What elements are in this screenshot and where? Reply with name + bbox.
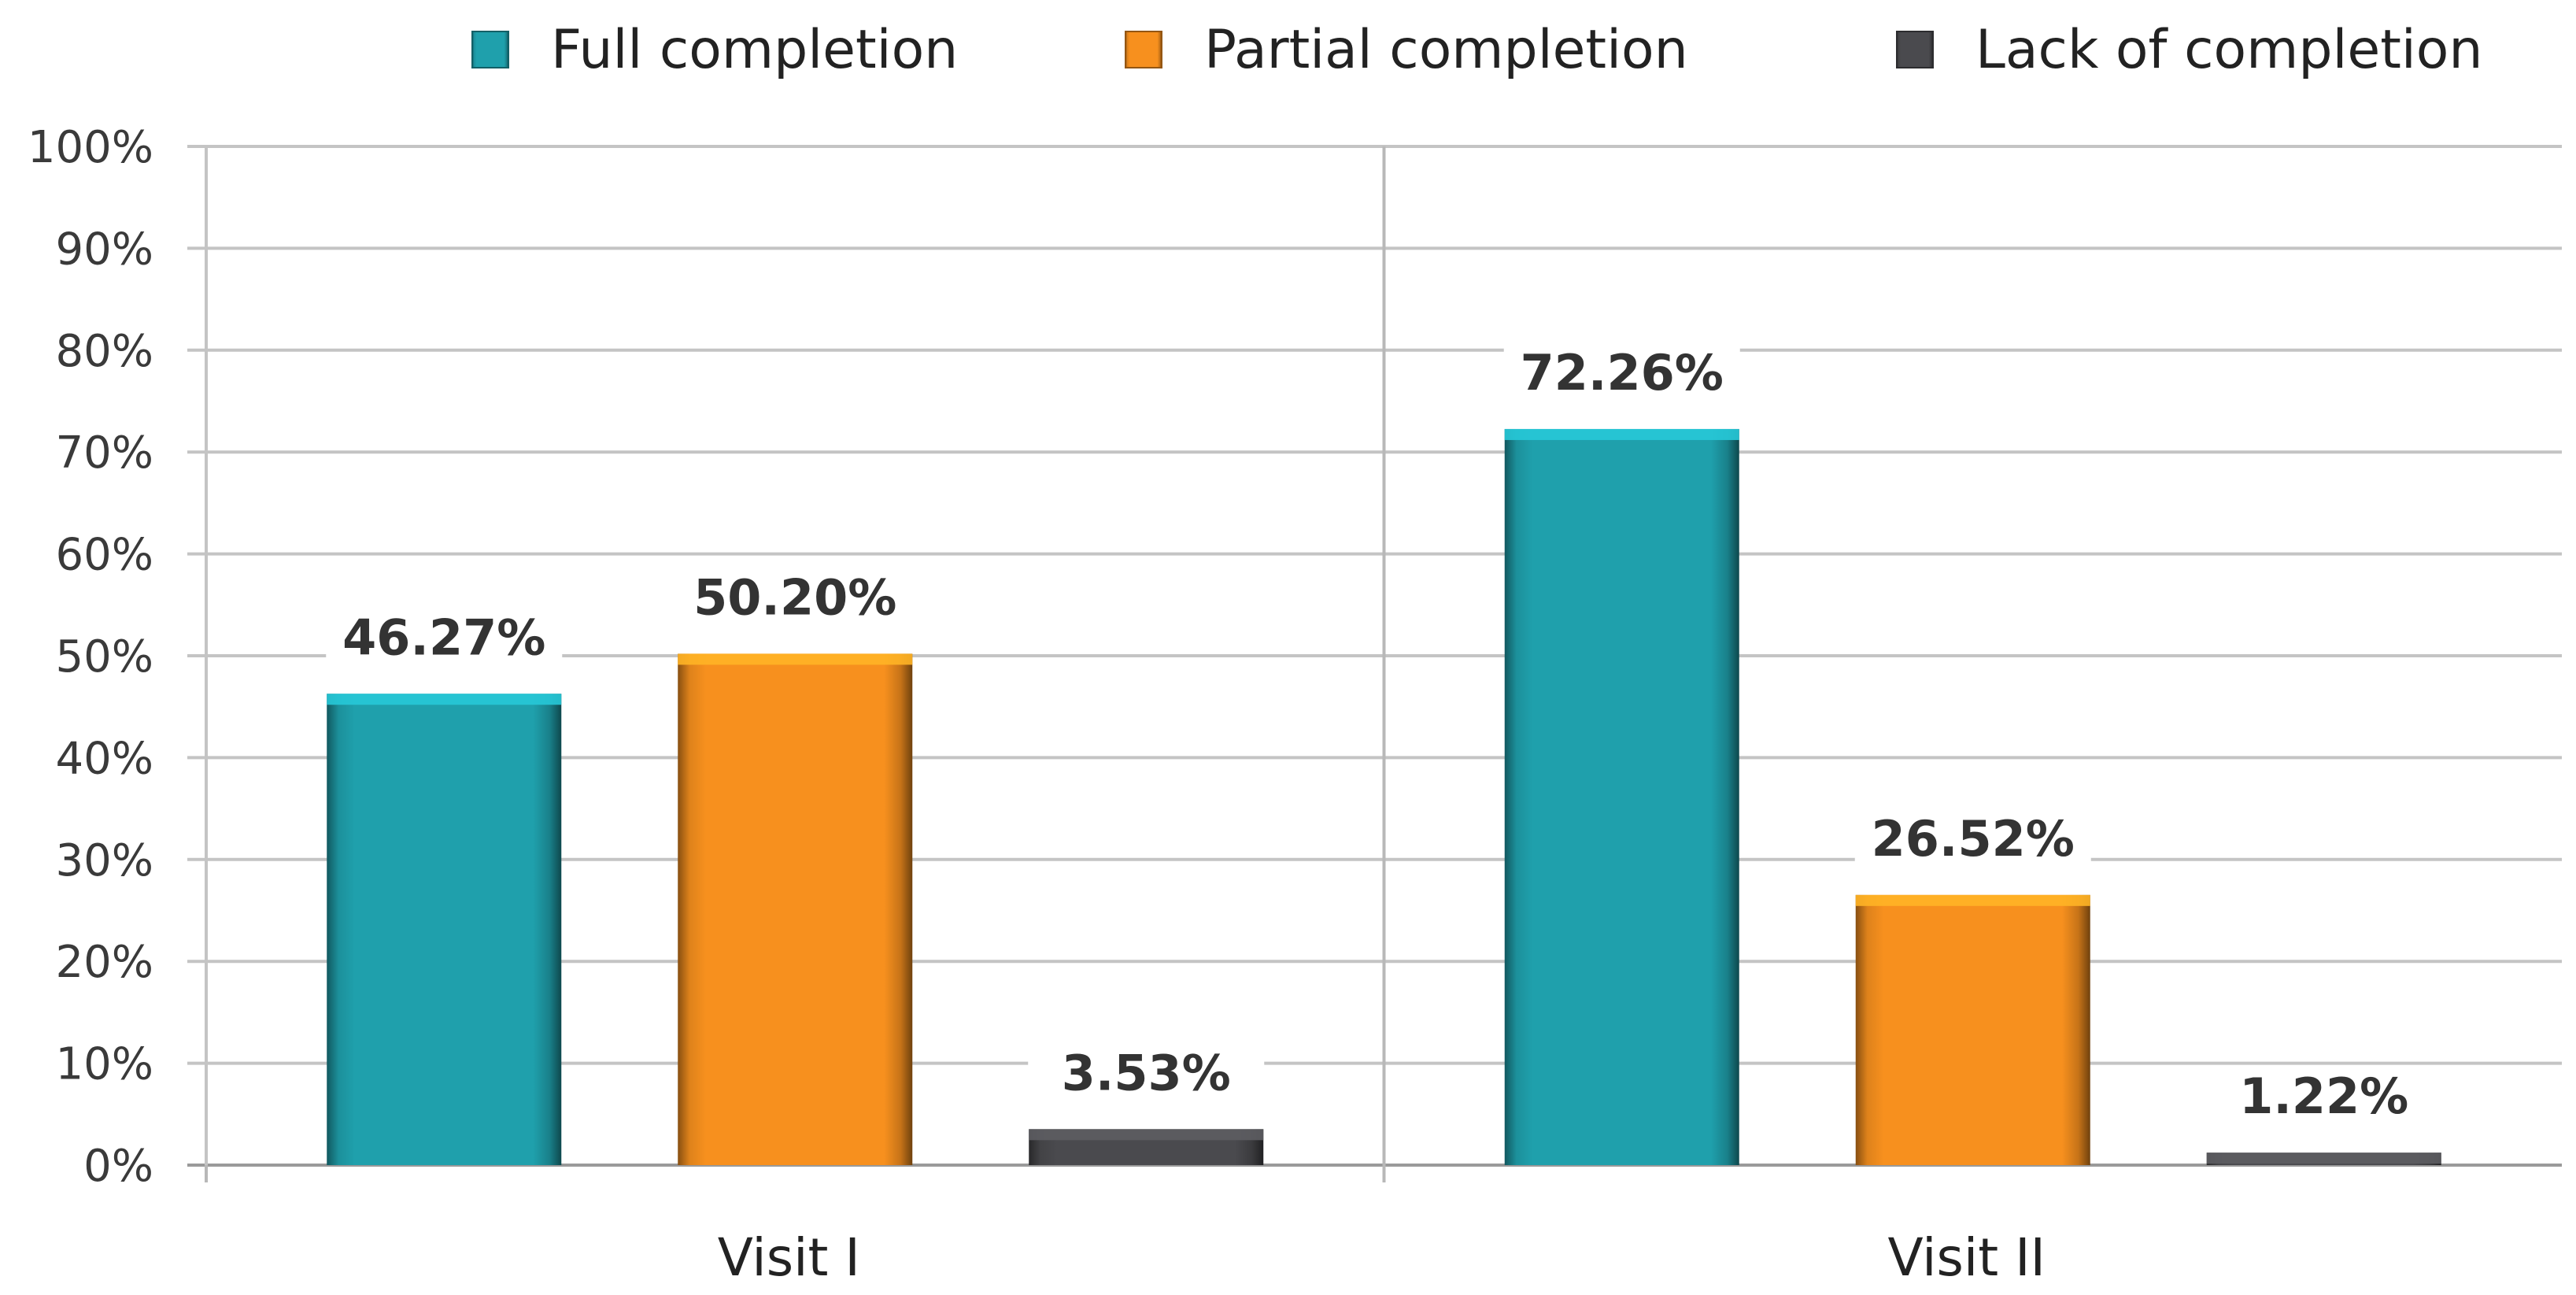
- data-label: 50.20%: [693, 568, 896, 626]
- bars: [327, 428, 2441, 1165]
- y-tick-label: 20%: [56, 937, 153, 988]
- legend-swatch: [1896, 31, 1934, 68]
- gridlines: [187, 145, 2562, 1167]
- data-label: 26.52%: [1872, 810, 2075, 868]
- data-label-background: [1028, 1046, 1265, 1110]
- legend-label: Full completion: [551, 19, 958, 81]
- bar-full-completion-visit-i: [327, 694, 562, 1165]
- bar-top-bevel: [1504, 428, 1739, 440]
- data-labels: 46.27% 50.20% 3.53% 72.26% 26.52% 1.22%: [326, 344, 2442, 1134]
- legend: Full completion Partial completion Lack of…: [471, 19, 2482, 81]
- data-label: 3.53%: [1062, 1044, 1231, 1101]
- data-label-background: [1503, 346, 1740, 409]
- legend-swatch: [471, 31, 509, 68]
- legend-swatch: [1125, 31, 1162, 68]
- data-label: 1.22%: [2239, 1067, 2408, 1125]
- y-tick-label: 10%: [56, 1039, 153, 1090]
- legend-label: Lack of completion: [1975, 19, 2482, 81]
- y-tick-label: 100%: [28, 122, 153, 173]
- bar-partial-completion-visit-ii: [1855, 894, 2090, 1165]
- data-label-background: [326, 611, 563, 675]
- bar-top-bevel: [327, 694, 562, 705]
- legend-label: Partial completion: [1204, 19, 1688, 81]
- y-tick-label: 0%: [83, 1141, 153, 1192]
- bar-partial-completion-visit-i: [678, 653, 913, 1165]
- data-label: 46.27%: [342, 609, 545, 666]
- bar-top-bevel: [1855, 894, 2090, 906]
- y-tick-label: 50%: [56, 631, 153, 683]
- axes: 0% 10% 20% 30% 40% 50% 60% 70% 80% 90% 100% Visit I…: [28, 122, 2046, 1288]
- y-tick-label: 90%: [56, 224, 153, 275]
- bar-full-completion-visit-ii: [1504, 428, 1739, 1165]
- data-label: 72.26%: [1521, 344, 1724, 401]
- y-tick-label: 70%: [56, 427, 153, 479]
- x-category-label: Visit I: [718, 1227, 860, 1288]
- data-label-background: [2205, 1070, 2442, 1134]
- y-tick-label: 40%: [56, 733, 153, 784]
- data-label-background: [1854, 812, 2091, 875]
- bar-top-bevel: [2206, 1153, 2441, 1164]
- x-category-label: Visit II: [1887, 1227, 2046, 1288]
- bar-top-bevel: [1029, 1129, 1264, 1141]
- data-label-background: [677, 571, 914, 635]
- y-tick-label: 30%: [56, 835, 153, 886]
- y-tick-label: 80%: [56, 326, 153, 377]
- y-tick-label: 60%: [56, 530, 153, 581]
- bar-top-bevel: [678, 653, 913, 665]
